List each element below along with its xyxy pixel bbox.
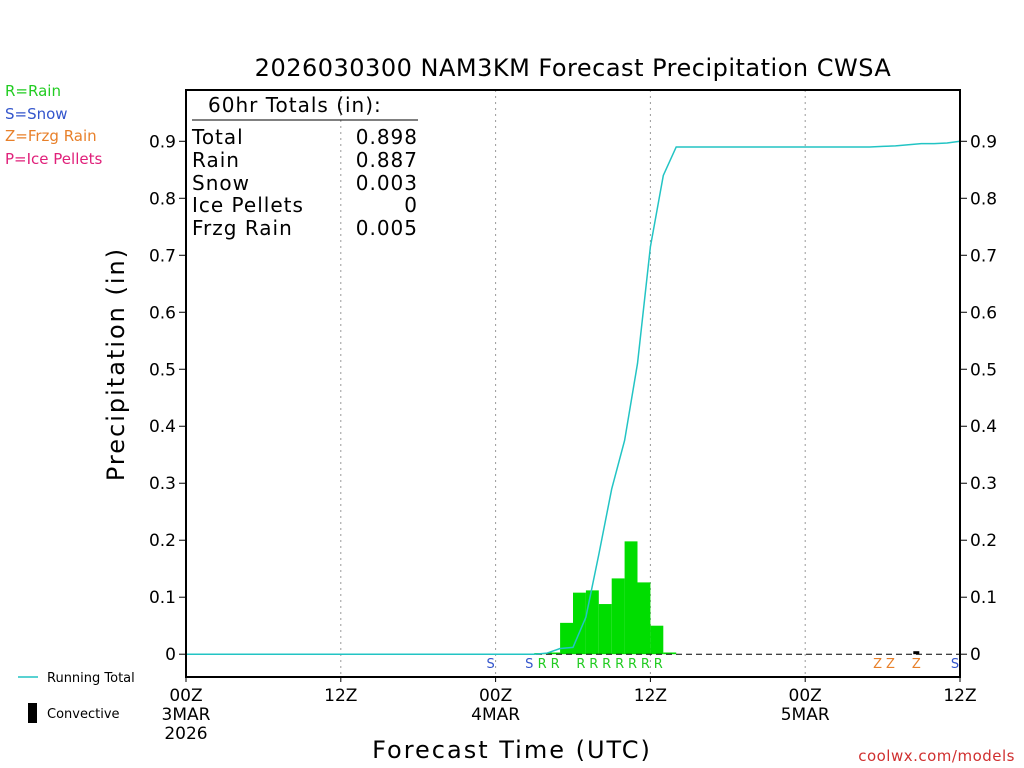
plot-frame xyxy=(185,89,961,678)
legend-ice-pellets: P=Ice Pellets xyxy=(5,150,102,168)
ptype-marker: Z xyxy=(873,657,882,672)
y-tick-label-left: 0.3 xyxy=(149,474,176,494)
y-tick-label-left: 0.1 xyxy=(149,588,176,608)
ptype-marker: S xyxy=(525,657,533,672)
y-tick-label-left: 0.7 xyxy=(149,246,176,266)
y-tick-label-left: 0.5 xyxy=(149,360,176,380)
ptype-marker: R xyxy=(602,657,611,672)
y-tick-label-right: 0.4 xyxy=(970,417,997,437)
totals-label-ice-pellets: Ice Pellets xyxy=(192,193,304,217)
running-total-line xyxy=(186,140,961,655)
ptype-marker: S xyxy=(951,657,959,672)
x-tick-year: 2026 xyxy=(164,724,207,744)
precip-bar xyxy=(624,541,638,655)
running-total-legend-label: Running Total xyxy=(47,671,135,686)
x-tick-date: 5MAR xyxy=(781,705,830,725)
x-tick-label: 00Z xyxy=(169,686,202,706)
totals-label-frzg-rain: Frzg Rain xyxy=(192,216,293,240)
y-tick-label-left: 0.4 xyxy=(149,417,176,437)
precip-bar xyxy=(650,625,664,655)
precip-bar xyxy=(598,604,612,655)
ptype-tick xyxy=(913,651,920,655)
ptype-marker: R xyxy=(654,657,663,672)
convective-legend-label: Convective xyxy=(47,707,120,722)
legend-rain: R=Rain xyxy=(5,82,61,100)
y-tick-label-left: 0.2 xyxy=(149,531,176,551)
precip-bar xyxy=(547,652,561,655)
x-axis-title: Forecast Time (UTC) xyxy=(372,736,652,764)
y-axis-title: Precipitation (in) xyxy=(102,247,130,481)
precip-bar xyxy=(637,582,651,655)
ptype-marker: R xyxy=(576,657,585,672)
site-credit: coolwx.com/models xyxy=(858,747,1015,765)
ptype-marker: R xyxy=(551,657,560,672)
totals-value-snow: 0.003 xyxy=(356,171,418,195)
ptype-marker: Z xyxy=(912,657,921,672)
precip-bar xyxy=(560,622,573,655)
y-tick-label-right: 0.8 xyxy=(970,189,997,209)
precip-bar xyxy=(585,590,599,655)
totals-box: 60hr Totals (in): Total 0.898 Rain 0.887… xyxy=(191,93,418,240)
totals-value-ice-pellets: 0 xyxy=(404,193,418,217)
precip-bar xyxy=(611,578,625,655)
x-tick-label: 00Z xyxy=(479,686,512,706)
y-tick-label-right: 0.3 xyxy=(970,474,997,494)
totals-value-rain: 0.887 xyxy=(356,148,418,172)
ptype-marker: R xyxy=(589,657,598,672)
ptype-marker: Z xyxy=(886,657,895,672)
totals-label-rain: Rain xyxy=(192,148,240,172)
x-tick-date: 4MAR xyxy=(471,705,520,725)
legend-frzg-rain: Z=Frzg Rain xyxy=(5,127,97,145)
y-tick-label-right: 0.9 xyxy=(970,132,997,152)
legend-snow: S=Snow xyxy=(5,105,68,123)
y-tick-label-right: 0.7 xyxy=(970,246,997,266)
y-tick-label-right: 0.2 xyxy=(970,531,997,551)
ptype-legend: R=Rain S=Snow Z=Frzg Rain P=Ice Pellets xyxy=(5,82,102,168)
y-tick-label-left: 0.6 xyxy=(149,303,176,323)
ptype-marker: S xyxy=(486,657,494,672)
ptype-marker: R xyxy=(615,657,624,672)
hourly-bars xyxy=(534,541,677,655)
x-tick-label: 12Z xyxy=(943,686,976,706)
y-tick-label-left: 0.8 xyxy=(149,189,176,209)
totals-label-snow: Snow xyxy=(192,171,250,195)
ptype-marker: R xyxy=(641,657,650,672)
precip-bar xyxy=(663,652,677,655)
y-tick-label-right: 0.5 xyxy=(970,360,997,380)
x-tick-label: 00Z xyxy=(789,686,822,706)
y-tick-label-left: 0 xyxy=(165,645,176,665)
x-tick-label: 12Z xyxy=(634,686,667,706)
convective-swatch xyxy=(28,703,37,723)
y-axis-ticks: 0 0 0.1 0.1 0.2 0.2 0.3 0.3 0.4 0.4 0.5 0.5 0.6 0.6 0.… xyxy=(149,132,997,665)
y-tick-label-right: 0.6 xyxy=(970,303,997,323)
series-legend: Running Total Convective xyxy=(18,671,135,723)
x-tick-label: 12Z xyxy=(324,686,357,706)
chart-title: 2026030300 NAM3KM Forecast Precipitation… xyxy=(255,54,892,82)
x-tick-date: 3MAR xyxy=(162,705,211,725)
totals-value-frzg-rain: 0.005 xyxy=(356,216,418,240)
ptype-marker: R xyxy=(538,657,547,672)
gridlines xyxy=(340,90,806,677)
totals-value-total: 0.898 xyxy=(356,125,418,149)
totals-label-total: Total xyxy=(191,125,244,149)
totals-header: 60hr Totals (in): xyxy=(208,93,382,117)
ptype-marker: R xyxy=(628,657,637,672)
y-tick-label-right: 0 xyxy=(970,645,981,665)
y-tick-label-left: 0.9 xyxy=(149,132,176,152)
y-tick-label-right: 0.1 xyxy=(970,588,997,608)
